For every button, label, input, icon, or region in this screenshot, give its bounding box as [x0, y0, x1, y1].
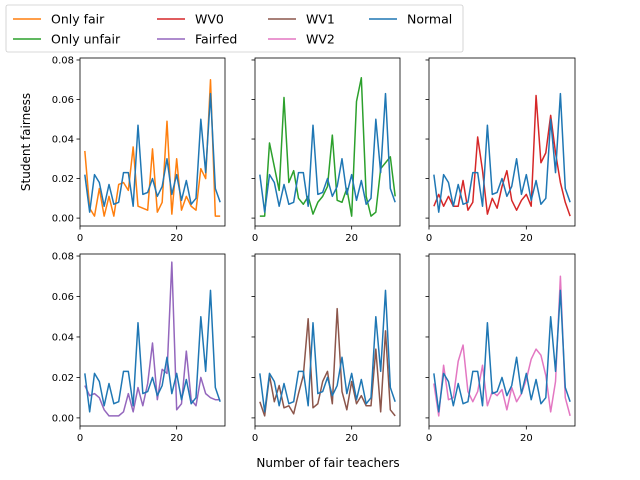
legend-entry: WV2 — [268, 32, 335, 47]
series-line-normal — [259, 92, 396, 213]
series-line-normal — [433, 92, 571, 213]
axes-frame — [254, 253, 401, 427]
x-tick-label: 20 — [170, 433, 183, 444]
x-tick-label: 0 — [426, 433, 432, 444]
series-line-normal — [84, 289, 221, 413]
series-line-normal — [259, 289, 396, 413]
y-tick-label: 0.06 — [52, 292, 74, 303]
x-tick-label: 0 — [77, 233, 83, 244]
x-tick-label: 20 — [520, 233, 533, 244]
series-line-normal — [433, 289, 571, 413]
legend-entry: Normal — [369, 12, 452, 27]
axes-frame — [254, 57, 401, 227]
y-tick-label: 0.02 — [52, 174, 74, 185]
legend-entry: WV0 — [157, 12, 224, 27]
y-tick-label: 0.08 — [52, 252, 74, 263]
x-tick-label: 20 — [345, 433, 358, 444]
series-line-only-fair — [84, 78, 221, 217]
panel-5: 0 20 — [251, 253, 401, 444]
legend-label: Fairfed — [195, 32, 237, 47]
x-tick-label: 0 — [252, 233, 258, 244]
legend-entry: Only fair — [13, 12, 105, 27]
legend-label: WV0 — [195, 12, 224, 27]
panel-1: 0 20 0.00 0.02 0.04 0.06 0.08 — [52, 55, 226, 244]
panel-3: 0 20 — [425, 57, 576, 244]
y-tick-label: 0.06 — [52, 95, 74, 106]
y-tick-label: 0.00 — [52, 214, 74, 225]
axes-frame — [428, 57, 576, 227]
axes-frame — [79, 253, 226, 427]
y-tick-label: 0.04 — [52, 332, 74, 343]
panel-6: 0 20 — [425, 253, 576, 444]
x-tick-label: 20 — [345, 233, 358, 244]
series-line-wv2 — [433, 275, 571, 417]
x-axis-label: Number of fair teachers — [256, 456, 399, 470]
legend-entry: Fairfed — [157, 32, 237, 47]
legend-label: WV1 — [306, 12, 335, 27]
legend-label: Normal — [407, 12, 452, 27]
panel-2: 0 20 — [251, 57, 401, 244]
legend-frame — [5, 4, 464, 53]
axes-frame — [79, 57, 226, 227]
axes-frame — [428, 253, 576, 427]
y-axis-label: Student fairness — [19, 93, 33, 191]
legend-entry: Only unfair — [13, 32, 121, 47]
legend-entry: WV1 — [268, 12, 335, 27]
series-line-fairfed — [84, 261, 221, 417]
x-tick-label: 0 — [252, 433, 258, 444]
y-tick-label: 0.00 — [52, 413, 74, 424]
series-line-normal — [84, 92, 221, 213]
legend-label: WV2 — [306, 32, 335, 47]
series-line-wv0 — [433, 94, 571, 217]
y-tick-label: 0.04 — [52, 135, 74, 146]
x-tick-label: 0 — [77, 433, 83, 444]
legend-label: Only fair — [51, 12, 105, 27]
x-tick-label: 0 — [426, 233, 432, 244]
y-tick-label: 0.08 — [52, 55, 74, 66]
series-line-only-unfair — [259, 77, 396, 217]
legend-label: Only unfair — [51, 32, 121, 47]
x-tick-label: 20 — [520, 433, 533, 444]
legend: Only fair Only unfair WV0 Fairfed WV1 WV2 Norm… — [5, 4, 464, 53]
panel-4: 0 20 0.00 0.02 0.04 0.06 0.08 — [52, 252, 226, 444]
chart-panels: 0 200.000.020.040.060.080 20 0 200 200.000.02… — [52, 55, 576, 444]
x-tick-label: 20 — [170, 233, 183, 244]
y-tick-label: 0.02 — [52, 373, 74, 384]
series-line-wv1 — [259, 307, 396, 417]
